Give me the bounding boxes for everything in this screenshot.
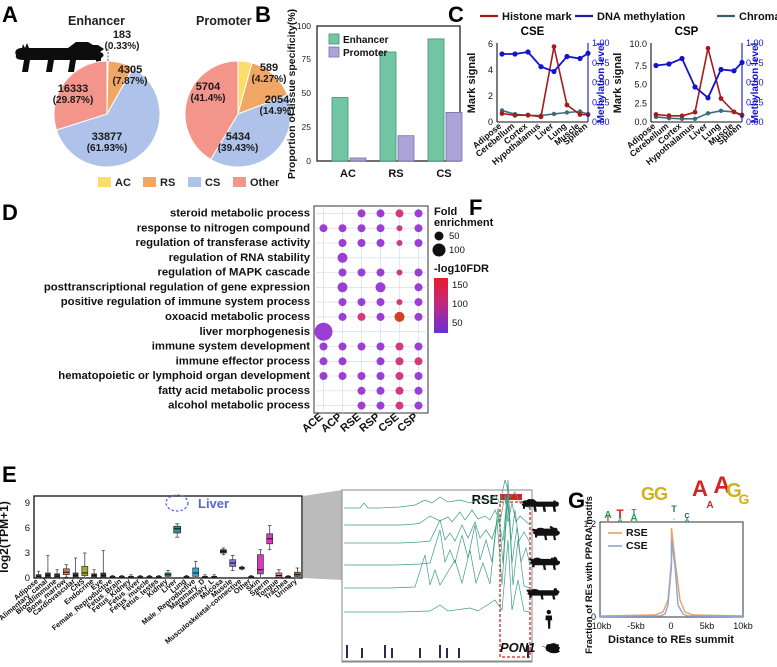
svg-text:A: A xyxy=(685,518,690,524)
svg-text:A: A xyxy=(692,476,708,501)
svg-text:5kb: 5kb xyxy=(700,621,715,631)
svg-text:RSE: RSE xyxy=(626,527,648,539)
svg-text:-5kb: -5kb xyxy=(627,621,645,631)
svg-text:T: T xyxy=(671,504,677,514)
svg-text:6: 6 xyxy=(25,523,30,534)
svg-text:0: 0 xyxy=(668,621,673,631)
svg-text:A: A xyxy=(706,500,713,511)
svg-text:A: A xyxy=(618,518,623,524)
svg-text:-10kb: -10kb xyxy=(589,621,612,631)
svg-text:10kb: 10kb xyxy=(733,621,753,631)
svg-text:log2(TPM+1): log2(TPM+1) xyxy=(0,501,11,573)
svg-text:3: 3 xyxy=(25,548,30,559)
svg-text:Liver: Liver xyxy=(198,496,229,511)
svg-text:CSE: CSE xyxy=(626,540,648,552)
svg-text:9: 9 xyxy=(25,498,30,509)
svg-text:RSE: RSE xyxy=(472,492,499,507)
svg-text:G: G xyxy=(739,491,750,507)
svg-text:G: G xyxy=(641,484,655,504)
svg-text:PON1: PON1 xyxy=(500,640,535,655)
svg-text:G: G xyxy=(654,484,668,504)
svg-text:Distance to REs summit: Distance to REs summit xyxy=(608,634,734,646)
